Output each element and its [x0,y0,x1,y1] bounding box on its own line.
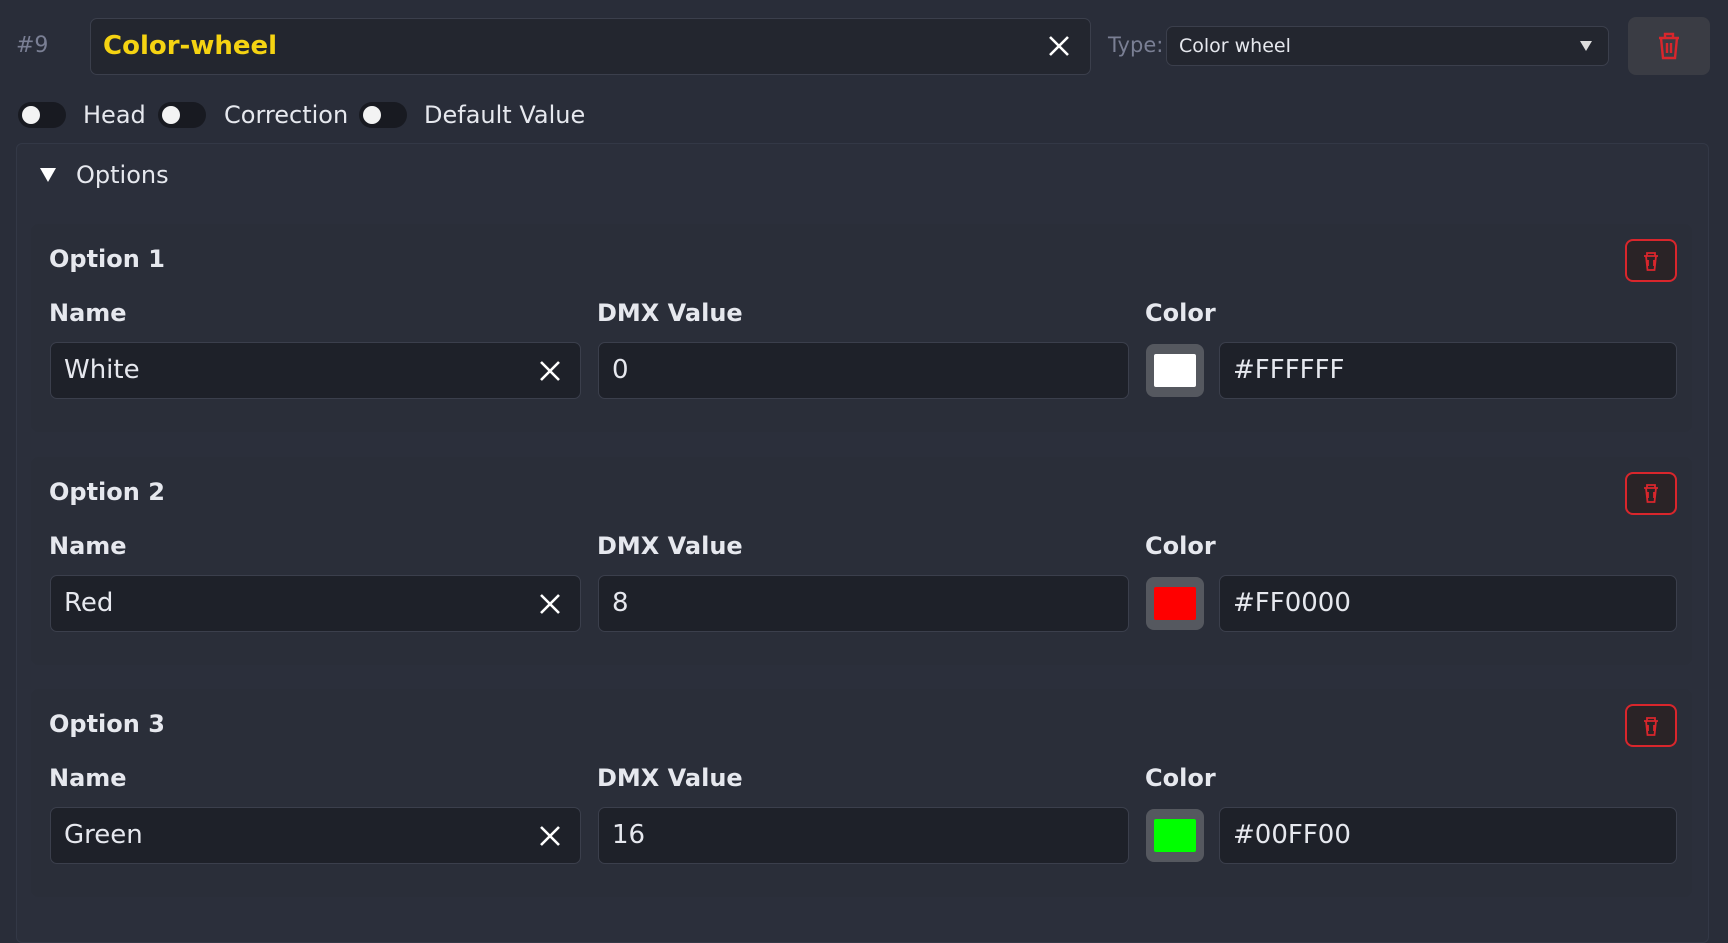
field-label: Color [1145,299,1216,327]
trash-icon [1659,32,1679,60]
toggle-label: Default Value [424,101,586,129]
toggle-switch[interactable] [158,102,206,128]
field-label: DMX Value [597,764,743,793]
color-picker[interactable] [1146,809,1204,863]
trash-icon [1644,716,1658,736]
dmx-input[interactable]: 16 [598,807,1129,865]
toggle-label: Head [83,101,146,129]
field-label: Color [1145,764,1216,793]
name-value: Green [64,820,143,851]
name-input[interactable]: Red [50,574,581,632]
dmx-input[interactable]: 0 [598,342,1129,399]
hex-value: #FF0000 [1233,587,1351,618]
option-title: Option 1 [49,245,165,273]
clear-icon[interactable] [539,360,561,382]
color-swatch [1154,354,1196,387]
dmx-input[interactable]: 8 [598,574,1129,632]
color-picker[interactable] [1146,576,1204,630]
hex-value: #00FF00 [1233,820,1351,851]
color-swatch [1154,819,1196,853]
color-swatch [1154,586,1196,620]
option-card: Option 2 Name DMX Value Color Red 8 #FF0000 [31,456,1692,665]
name-value: Red [64,587,114,618]
delete-channel-button[interactable] [1628,17,1710,75]
dmx-value: 0 [612,355,629,385]
field-label: DMX Value [597,299,743,327]
channel-name: Color-wheel [103,31,278,61]
option-card: Option 3 Name DMX Value Color Green 16 #00FF00 [31,689,1692,898]
field-label: Name [49,531,127,560]
option-card: Option 1 Name DMX Value Color White 0 #FFFFFF [31,224,1692,432]
hex-input[interactable]: #00FF00 [1219,807,1677,865]
hex-input[interactable]: #FFFFFF [1219,342,1677,399]
clear-icon[interactable] [539,593,561,615]
channel-number: #9 [16,32,49,58]
toggle-knob [162,106,180,124]
toggle-label: Correction [224,101,349,129]
hex-input[interactable]: #FF0000 [1219,574,1677,632]
type-label: Type: [1108,33,1164,57]
toggle-switch[interactable] [18,102,66,128]
dmx-value: 16 [612,820,646,851]
hex-value: #FFFFFF [1233,355,1345,385]
dropdown-arrow [1580,41,1592,51]
clear-icon[interactable] [1048,35,1070,57]
option-title: Option 3 [49,710,165,739]
delete-option-button[interactable] [1625,239,1677,282]
dmx-value: 8 [612,587,629,618]
name-value: White [64,355,140,385]
type-select[interactable]: Color wheel [1166,26,1609,66]
channel-name-input[interactable]: Color-wheel [90,18,1091,75]
clear-icon[interactable] [539,825,561,847]
trash-icon [1644,251,1658,271]
options-title[interactable]: Options [76,161,169,189]
name-input[interactable]: White [50,342,581,399]
delete-option-button[interactable] [1625,471,1677,515]
options-panel: Options Option 1 Name DMX Value Color White 0… [16,143,1709,943]
toggle-switch[interactable] [359,102,407,128]
option-title: Option 2 [49,477,165,506]
toggle-knob [363,106,381,124]
field-label: Name [49,299,127,327]
type-value: Color wheel [1179,34,1291,57]
color-picker[interactable] [1146,344,1204,397]
toggle-knob [22,106,40,124]
name-input[interactable]: Green [50,807,581,865]
field-label: DMX Value [597,531,743,560]
trash-icon [1644,484,1658,503]
delete-option-button[interactable] [1625,704,1677,748]
field-label: Color [1145,531,1216,560]
field-label: Name [49,764,127,793]
collapse-arrow[interactable] [39,167,57,183]
